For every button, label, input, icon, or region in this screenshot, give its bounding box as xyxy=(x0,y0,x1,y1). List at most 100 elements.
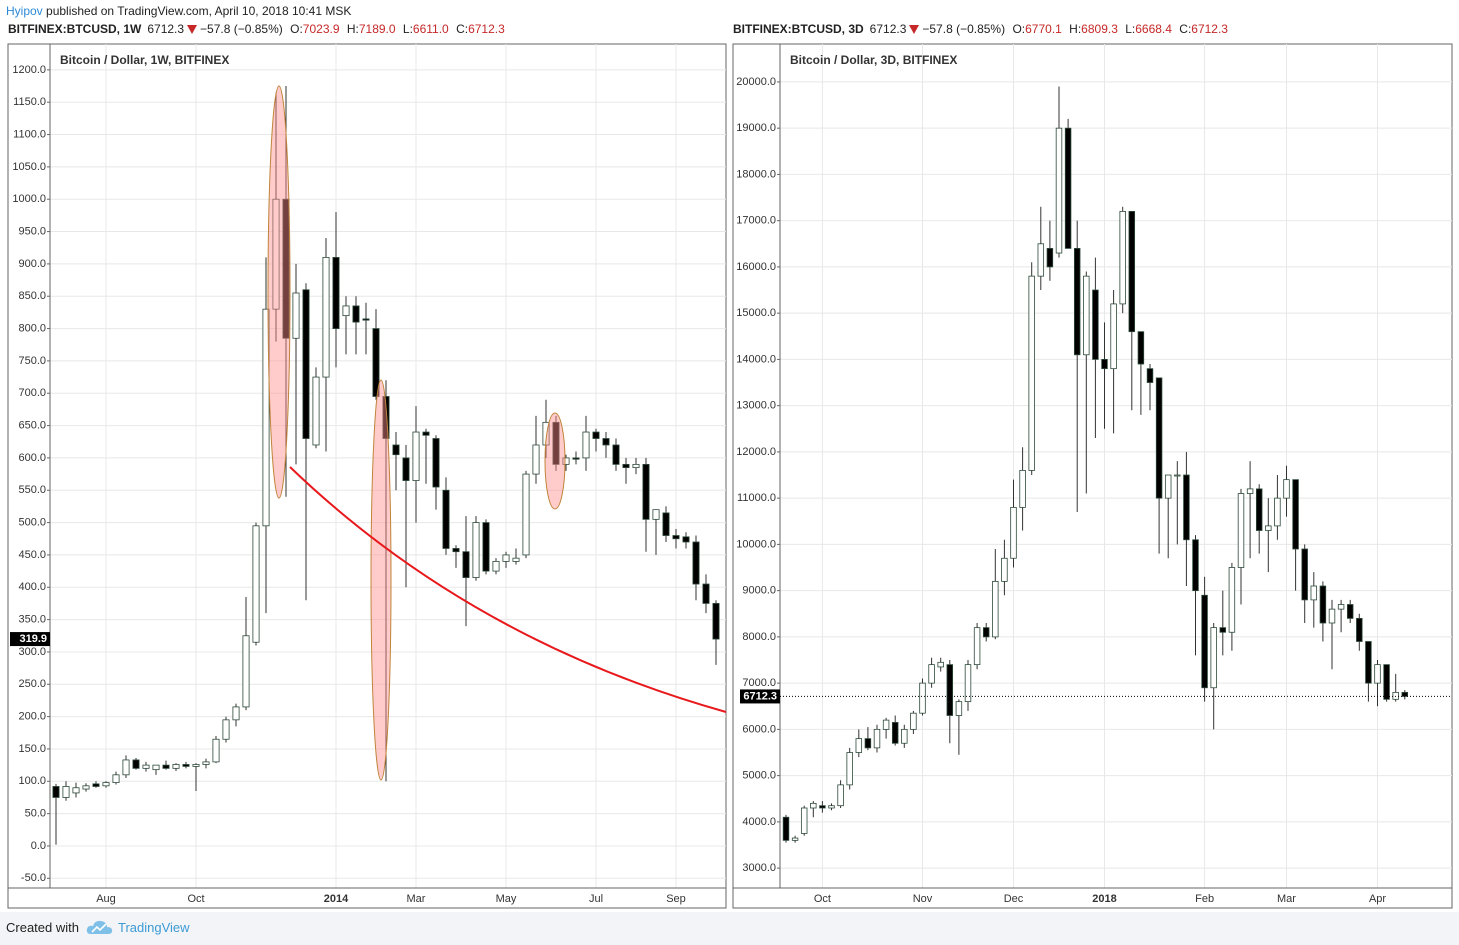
candle-body xyxy=(342,305,350,317)
y-tick-label: 10000.0 xyxy=(736,538,776,550)
candle-body xyxy=(1155,377,1163,499)
candle-body xyxy=(1092,289,1099,360)
candle-body xyxy=(412,431,420,481)
candle-body xyxy=(522,473,530,556)
y-tick-label: 5000.0 xyxy=(742,770,776,782)
y-tick-label: 600.0 xyxy=(18,452,46,464)
y-tick-label: 20000.0 xyxy=(736,76,776,88)
candle-body xyxy=(891,722,899,744)
candle-body xyxy=(1146,368,1154,383)
candle-body xyxy=(312,376,320,446)
candle-body xyxy=(82,785,90,790)
ohlc-label: C: xyxy=(1179,22,1192,36)
y-tick-label: 150.0 xyxy=(18,743,46,755)
annotations xyxy=(267,85,727,781)
candle-body xyxy=(602,438,610,446)
candle-body xyxy=(712,603,720,640)
price-label: 319.9 xyxy=(19,633,47,645)
x-tick-label: 2018 xyxy=(1092,893,1116,905)
ohlc-label: L: xyxy=(402,22,413,36)
ohlc-value: 7023.9 xyxy=(302,22,340,36)
ohlc-value: 6668.4 xyxy=(1135,22,1172,36)
candle-body xyxy=(1365,641,1372,684)
candle-body xyxy=(122,759,130,776)
candle-body xyxy=(1101,359,1108,370)
candle-body xyxy=(562,457,570,465)
info-line: BITFINEX:BTCUSD, 1W 6712.3 −57.8 (−0.85%) … xyxy=(8,22,505,36)
ohlc-value: 6712.3 xyxy=(1191,22,1228,36)
candle-body xyxy=(142,764,150,769)
y-tick-label: 800.0 xyxy=(18,322,46,334)
candle-body xyxy=(332,257,340,329)
ohlc-label: C: xyxy=(456,22,469,36)
candle-body xyxy=(964,664,972,703)
candle-body xyxy=(442,489,450,549)
candle-body xyxy=(791,837,799,841)
candle-body xyxy=(262,308,270,527)
candle-body xyxy=(937,661,944,668)
candle-body xyxy=(692,541,700,585)
y-tick-label: 200.0 xyxy=(18,711,46,723)
candle-body xyxy=(864,738,872,749)
created-with: Created with xyxy=(6,920,79,935)
candle-body xyxy=(928,664,935,684)
chart-layer: -50.0 0.0 50.0 100.0 150.0 200.0 250.0 300.0 350… xyxy=(7,43,1453,909)
y-tick-label: 6000.0 xyxy=(742,723,776,735)
candle-body xyxy=(532,444,540,475)
candle-body xyxy=(1037,243,1045,277)
symbol: BITFINEX:BTCUSD, 1W xyxy=(8,22,142,36)
candle-body xyxy=(837,784,844,807)
candle-body xyxy=(1046,248,1054,268)
candle-body xyxy=(582,431,590,459)
candle-body xyxy=(873,728,881,749)
candle-body xyxy=(182,764,190,767)
candle-body xyxy=(1274,497,1281,527)
candle-body xyxy=(162,764,170,769)
highlight-ellipse xyxy=(370,379,392,781)
candle-body xyxy=(622,463,630,469)
down-arrow xyxy=(187,25,198,35)
y-tick-label: 13000.0 xyxy=(736,400,776,412)
candle-body xyxy=(846,752,853,786)
ohlc-value: 6770.1 xyxy=(1025,22,1062,36)
highlight-ellipse xyxy=(544,412,566,510)
candle-body xyxy=(92,783,100,787)
candle-body xyxy=(492,560,500,572)
x-tick-label: May xyxy=(496,893,517,905)
candle-body xyxy=(1310,585,1318,601)
y-tick-label: -50.0 xyxy=(21,872,46,884)
highlight-ellipse xyxy=(267,85,291,499)
candle-body xyxy=(1174,474,1181,477)
candle-body xyxy=(1201,594,1208,689)
ohlc-label: O: xyxy=(1012,22,1026,36)
x-tick-label: Aug xyxy=(96,893,116,905)
candle-body xyxy=(1128,211,1136,333)
candle-body xyxy=(1010,506,1017,559)
candle-body xyxy=(222,719,230,740)
ohlc-label: H: xyxy=(346,22,359,36)
y-tick-label: 500.0 xyxy=(18,516,46,528)
candle-body xyxy=(1073,248,1081,356)
y-tick-label: 15000.0 xyxy=(736,307,776,319)
brand[interactable]: TradingView xyxy=(118,920,190,935)
candle-body xyxy=(252,525,260,643)
candle-body xyxy=(1028,275,1035,471)
ohlc-value: 6809.3 xyxy=(1081,22,1118,36)
candle-body xyxy=(1283,479,1290,499)
chart-title: Bitcoin / Dollar, 1W, BITFINEX xyxy=(60,53,229,67)
author[interactable]: Hyipov xyxy=(6,4,43,18)
candle-body xyxy=(855,738,863,753)
y-tick-label: 650.0 xyxy=(18,419,46,431)
candle-body xyxy=(901,728,908,744)
x-tick-label: Apr xyxy=(1369,893,1386,905)
y-tick-label: 300.0 xyxy=(18,646,46,658)
y-tick-label: 750.0 xyxy=(18,355,46,367)
x-tick-label: Oct xyxy=(187,893,204,905)
y-tick-label: 700.0 xyxy=(18,387,46,399)
y-tick-label: 14000.0 xyxy=(736,353,776,365)
candle-body xyxy=(992,580,999,638)
x-tick-label: Mar xyxy=(407,893,426,905)
candle-body xyxy=(1183,474,1190,541)
symbol: BITFINEX:BTCUSD, 3D xyxy=(733,22,864,36)
candle-body xyxy=(828,805,835,809)
